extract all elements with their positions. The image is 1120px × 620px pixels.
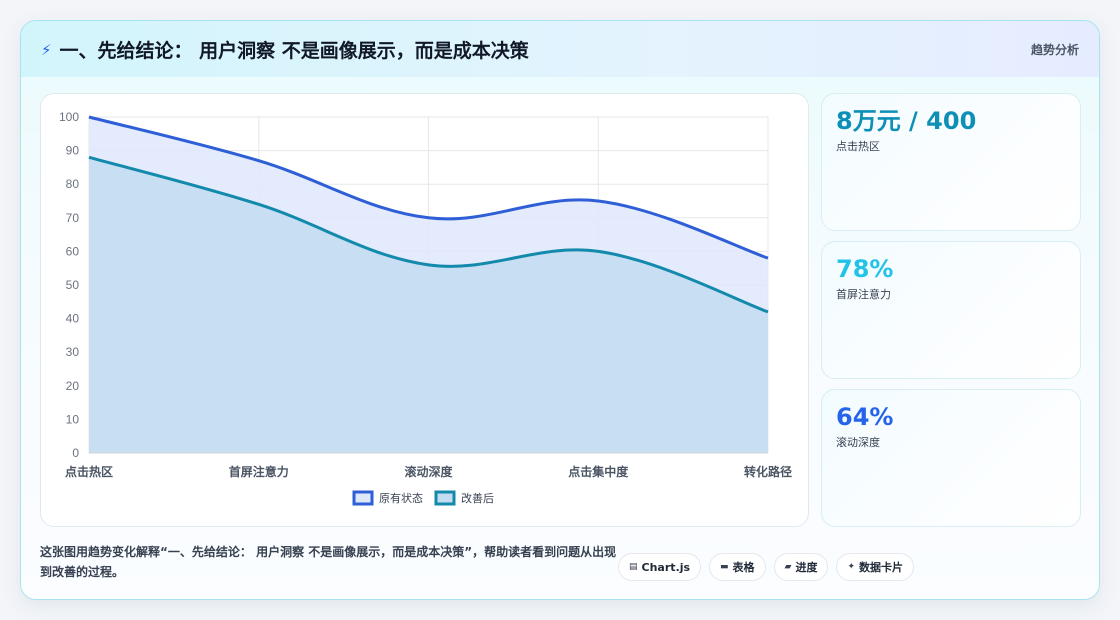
x-tick-label: 点击集中度 — [568, 464, 629, 479]
chart-icon: ▤ — [629, 562, 638, 572]
x-tick-label: 转化路径 — [744, 464, 792, 479]
chart-description: 这张图用趋势变化解释“一、先给结论： 用户洞察 不是画像展示，而是成本决策”，帮… — [40, 545, 617, 579]
legend-label: 原有状态 — [379, 491, 423, 505]
stat-label: 点击热区 — [836, 140, 880, 153]
stat-card-attention: 78% 首屏注意力 — [821, 241, 1081, 379]
lightning-icon: ⚡ — [41, 41, 52, 59]
pill-label: 数据卡片 — [859, 561, 904, 574]
y-tick-label: 0 — [72, 446, 79, 460]
y-tick-label: 70 — [66, 211, 80, 225]
y-tick-label: 20 — [66, 379, 80, 393]
stat-card-heat: 8万元 / 400 点击热区 — [821, 93, 1081, 231]
progress-icon: ▰ — [784, 562, 792, 572]
x-tick-label: 点击热区 — [65, 464, 113, 479]
trend-card: ⚡ 一、先给结论： 用户洞察 不是画像展示，而是成本决策 趋势分析 0 10 20 3… — [20, 20, 1100, 600]
chart-panel: 0 10 20 30 40 50 60 70 80 90 100 点击热区 首屏注意力 滚动深度 点击集中度… — [40, 93, 809, 527]
stat-label: 滚动深度 — [836, 436, 880, 449]
series-area-2 — [89, 157, 768, 453]
legend-swatch — [352, 490, 374, 506]
x-tick-label: 首屏注意力 — [229, 464, 289, 479]
pill-chartjs[interactable]: ▤ Chart.js — [618, 553, 702, 581]
pill-table[interactable]: ▬ 表格 — [709, 553, 766, 581]
stat-value: 8万元 / 400 — [836, 107, 977, 135]
legend-swatch — [434, 490, 456, 506]
pill-label: 表格 — [732, 561, 755, 574]
y-tick-label: 30 — [66, 345, 80, 359]
header-tag: 趋势分析 — [1030, 42, 1079, 57]
stat-value: 78% — [836, 255, 894, 283]
card-icon: ✦ — [847, 562, 856, 572]
series-line-1 — [88, 115, 769, 260]
card-header: ⚡ 一、先给结论： 用户洞察 不是画像展示，而是成本决策 趋势分析 — [21, 21, 1099, 77]
pill-label: 进度 — [795, 561, 818, 574]
table-icon: ▬ — [720, 562, 729, 572]
y-tick-label: 40 — [66, 312, 80, 326]
y-tick-label: 10 — [66, 412, 80, 426]
stat-value: 64% — [836, 403, 894, 431]
y-tick-label: 80 — [66, 177, 80, 191]
pill-label: Chart.js — [641, 560, 691, 574]
x-tick-label: 滚动深度 — [404, 464, 453, 479]
legend-label: 改善后 — [461, 491, 494, 505]
series-line-2 — [88, 155, 769, 314]
y-tick-label: 50 — [66, 278, 80, 292]
y-tick-label: 100 — [59, 110, 79, 124]
pill-data-card[interactable]: ✦ 数据卡片 — [836, 553, 915, 581]
y-tick-label: 90 — [66, 144, 80, 158]
y-tick-label: 60 — [66, 244, 80, 258]
page-title: 一、先给结论： 用户洞察 不是画像展示，而是成本决策 — [59, 39, 529, 62]
feature-pills: ▤ Chart.js ▬ 表格 ▰ 进度 ✦ 数据卡片 — [618, 553, 915, 581]
stat-card-scroll: 64% 滚动深度 — [821, 389, 1081, 527]
stat-label: 首屏注意力 — [836, 288, 891, 301]
pill-progress[interactable]: ▰ 进度 — [773, 553, 829, 581]
area-chart: 0 10 20 30 40 50 60 70 80 90 100 点击热区 首屏注意力 滚动深度 点击集中度… — [59, 110, 792, 506]
